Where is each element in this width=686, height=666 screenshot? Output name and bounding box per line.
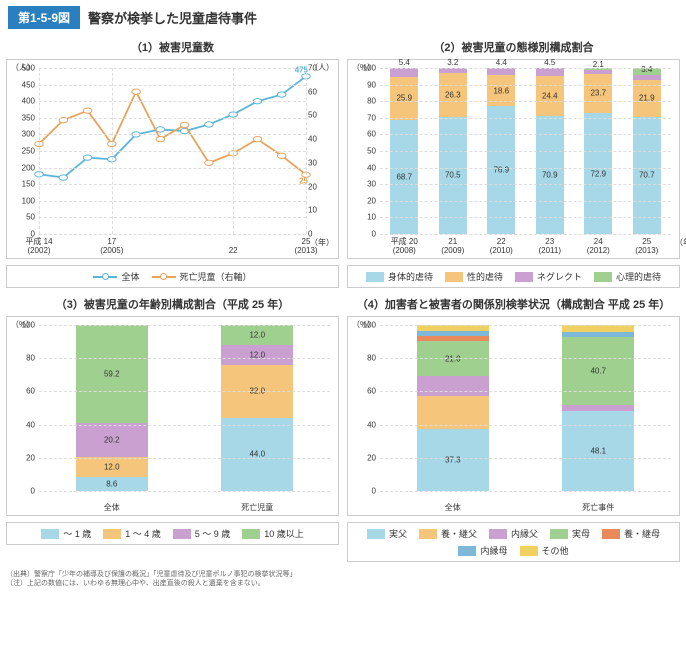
- chart4-legend: 実父養・継父内縁父実母養・継母内縁母その他: [347, 522, 680, 562]
- chart1-panel: （1）被害児童数 （人） （人） （年） 0501001502002503003…: [6, 39, 339, 288]
- chart2-panel: （2）被害児童の態様別構成割合 （%） （年） 5.425.968.73.226…: [347, 39, 680, 288]
- chart2-title: （2）被害児童の態様別構成割合: [347, 39, 680, 55]
- figure-badge: 第1-5-9図: [8, 6, 80, 29]
- chart1-legend: 全体死亡児童（右軸）: [6, 265, 339, 288]
- footer-source: （出典）警察庁「少年の補導及び保護の概況」「児童虐待及び児童ポルノ事犯の検挙状況…: [6, 570, 680, 579]
- footer-note: （注）上記の数値には、いわゆる無理心中や、出産直後の殺人と遺棄を含まない。: [6, 579, 680, 588]
- chart2-legend: 身体的虐待性的虐待ネグレクト心理的虐待: [347, 265, 680, 288]
- chart3-legend: 〜 1 歳1 〜 4 歳5 〜 9 歳10 歳以上: [6, 522, 339, 545]
- chart3-panel: （3）被害児童の年齢別構成割合（平成 25 年） （%） 59.220.212.…: [6, 296, 339, 562]
- figure-title: 警察が検挙した児童虐待事件: [88, 8, 257, 27]
- chart3-title: （3）被害児童の年齢別構成割合（平成 25 年）: [6, 296, 339, 312]
- c2-unit-x: （年）: [675, 237, 686, 248]
- chart1-title: （1）被害児童数: [6, 39, 339, 55]
- chart4-panel: （4）加害者と被害者の関係別検挙状況（構成割合 平成 25 年） （%） 21.…: [347, 296, 680, 562]
- chart4-title: （4）加害者と被害者の関係別検挙状況（構成割合 平成 25 年）: [347, 296, 680, 312]
